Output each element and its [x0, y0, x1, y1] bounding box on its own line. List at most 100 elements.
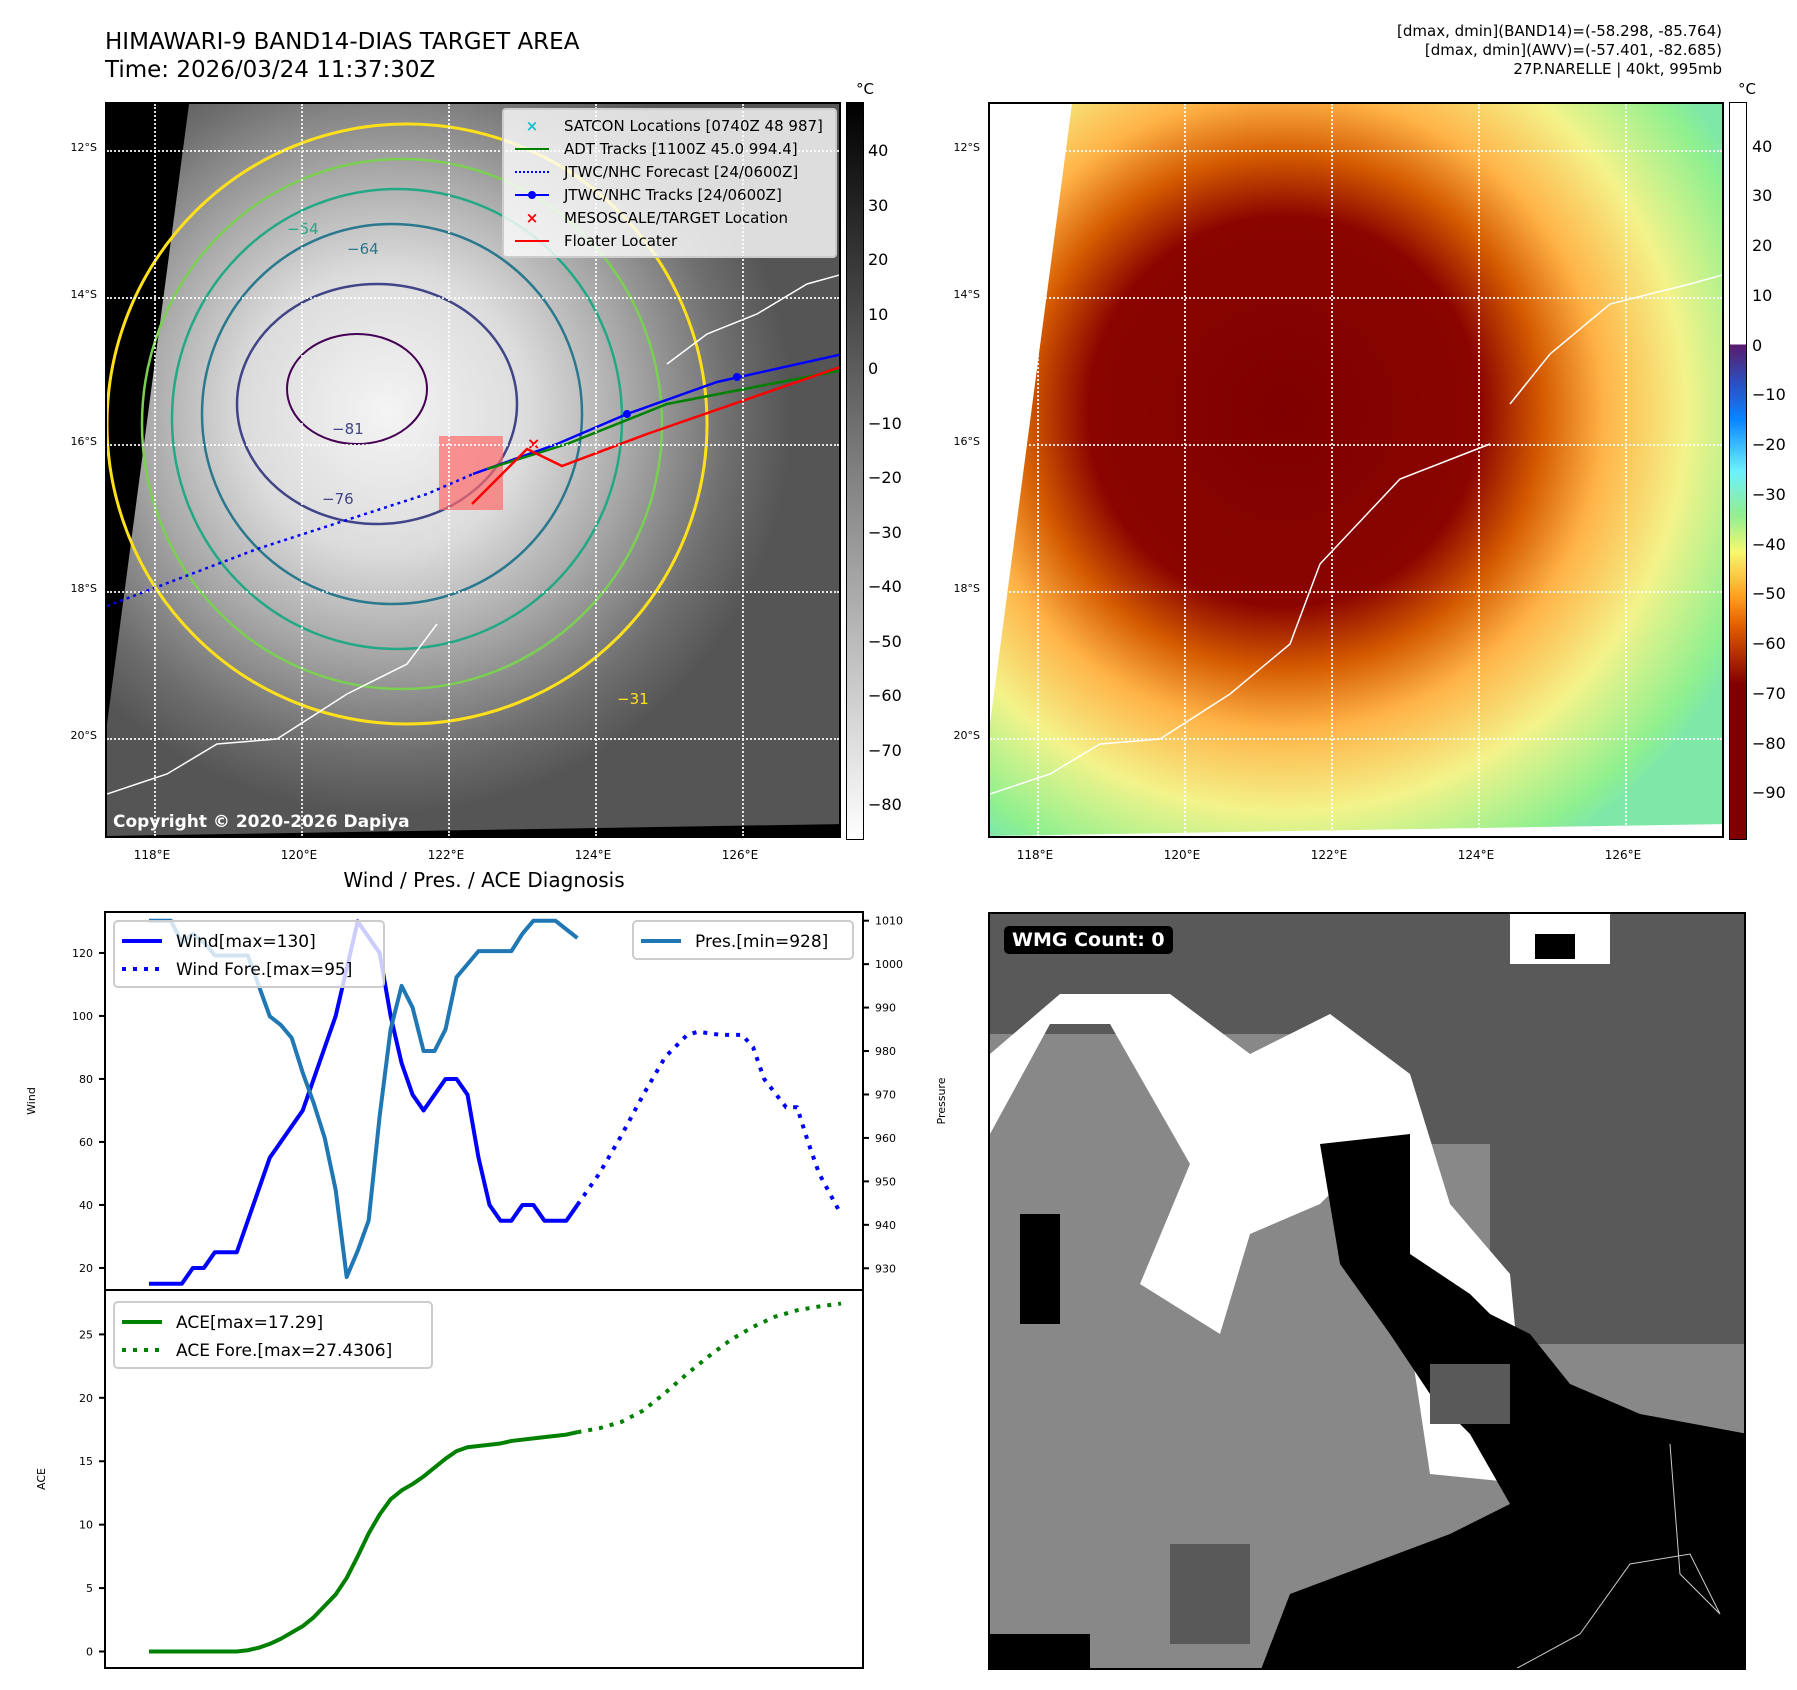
line-dot-icon	[512, 190, 552, 199]
wmg-region	[1535, 934, 1575, 959]
colorbar-tick-label: 10	[1752, 285, 1773, 305]
lon-tick-label: 126°E	[721, 848, 759, 862]
wmg-count-badge: WMG Count: 0	[1004, 926, 1173, 954]
gridline-lat	[990, 444, 1722, 446]
colorbar-tick-label: −50	[1752, 584, 1786, 604]
wind-legend-label: Wind Fore.[max=95]	[176, 960, 352, 980]
coastline	[1509, 274, 1722, 405]
figure-title: HIMAWARI-9 BAND14-DIAS TARGET AREA Time: …	[105, 28, 579, 84]
colorbar-tick-label: −60	[1752, 634, 1786, 654]
gridline-lat	[107, 150, 839, 152]
colorbar-tick-label: −20	[1752, 435, 1786, 455]
awv-range: [dmax, dmin](AWV)=(-57.401, -82.685)	[1424, 41, 1722, 59]
lon-tick-label: 126°E	[1604, 848, 1642, 862]
wind-ytick-label: 80	[79, 1073, 93, 1086]
colorbar-tick-label: 40	[1752, 136, 1773, 156]
awv-imagery	[990, 104, 1722, 836]
ace-ytick-label: 25	[79, 1328, 93, 1341]
ir-satellite-map: × −54 −64 −81 −76 −31 × SATCON Locations …	[105, 102, 841, 838]
pressure-ytick-label: 960	[875, 1132, 896, 1145]
ace-ytick-label: 0	[86, 1646, 93, 1659]
wind-pressure-ace-chart: 2040608010012093094095096097098099010001…	[25, 911, 948, 1669]
x-marker-icon: ×	[525, 116, 539, 135]
gridline-lon	[595, 104, 597, 836]
colorbar-tick-label: −60	[868, 686, 902, 706]
pressure-legend	[632, 920, 854, 960]
ace-ytick-label: 5	[86, 1582, 93, 1595]
colorbar-tick-label: 10	[868, 304, 889, 324]
lat-tick-label: 18°S	[953, 582, 980, 595]
wind-legend-label: Wind[max=130]	[176, 932, 316, 952]
lat-tick-label: 20°S	[953, 729, 980, 742]
colorbar-tick-label: −10	[1752, 385, 1786, 405]
awv-colorbar	[1729, 102, 1747, 840]
pressure-axis-label: Pressure	[935, 1077, 948, 1124]
ace-legend-label: ACE[max=17.29]	[176, 1313, 323, 1333]
wmg-region	[1020, 1214, 1060, 1324]
awv-colorbar-unit: °C	[1738, 80, 1756, 98]
ace-legend	[113, 1301, 433, 1369]
gridline-lat	[990, 738, 1722, 740]
gridline-lat	[990, 591, 1722, 593]
wmg-imagery	[990, 914, 1744, 1668]
colorbar-tick-label: 0	[1752, 335, 1763, 355]
awv-map	[988, 102, 1724, 838]
gridline-lat	[107, 297, 839, 299]
colorbar-tick-label: −40	[1752, 534, 1786, 554]
wind-forecast-series	[575, 1029, 843, 1216]
gridline-lon	[1625, 104, 1627, 836]
contour-label: −81	[332, 420, 364, 438]
colorbar-tick-label: −40	[868, 577, 902, 597]
gridline-lat	[107, 591, 839, 593]
lat-tick-label: 12°S	[70, 141, 97, 154]
gridline-lat	[107, 738, 839, 740]
wmg-region	[1490, 1144, 1744, 1344]
colorbar-tick-label: 0	[868, 359, 879, 379]
gridline-lat	[990, 150, 1722, 152]
legend-item-mesoscale: × MESOSCALE/TARGET Location	[512, 206, 827, 229]
storm-name-intensity: 27P.NARELLE | 40kt, 995mb	[1513, 60, 1722, 78]
jtwc-track-point	[733, 373, 741, 381]
ace-series	[148, 1430, 578, 1654]
wmg-map: WMG Count: 0	[988, 912, 1746, 1670]
pressure-ytick-label: 980	[875, 1045, 896, 1058]
colorbar-tick-label: 40	[868, 141, 889, 161]
awv-swath	[990, 104, 1722, 836]
colorbar-tick-label: −80	[1752, 733, 1786, 753]
coastline	[1516, 1443, 1721, 1668]
contour-minus64	[200, 222, 584, 606]
lon-tick-label: 120°E	[280, 848, 318, 862]
lon-tick-label: 118°E	[1016, 848, 1054, 862]
lon-tick-label: 118°E	[133, 848, 171, 862]
wind-ytick-label: 120	[72, 947, 93, 960]
pressure-ytick-label: 940	[875, 1219, 896, 1232]
contour-minus40	[140, 157, 664, 691]
legend-item-satcon: × SATCON Locations [0740Z 48 987]	[512, 114, 827, 137]
lat-tick-label: 20°S	[70, 729, 97, 742]
colorbar-tick-label: −70	[1752, 683, 1786, 703]
ir-legend: × SATCON Locations [0740Z 48 987] ADT Tra…	[502, 108, 837, 258]
lat-tick-label: 14°S	[953, 288, 980, 301]
lat-tick-label: 14°S	[70, 288, 97, 301]
copyright: Copyright © 2020-2026 Dapiya	[113, 812, 410, 832]
wmg-region	[990, 1634, 1090, 1668]
contour-minus31	[107, 122, 709, 726]
lat-tick-label: 16°S	[70, 435, 97, 448]
legend-item-jtwc-tracks: JTWC/NHC Tracks [24/0600Z]	[512, 183, 827, 206]
pressure-ytick-label: 1000	[875, 958, 903, 971]
ace-legend-label: ACE Fore.[max=27.4306]	[176, 1341, 392, 1361]
lon-tick-label: 122°E	[1310, 848, 1348, 862]
wind-ytick-label: 20	[79, 1262, 93, 1275]
gridline-lon	[301, 104, 303, 836]
gridline-lon	[1184, 104, 1186, 836]
ace-axis-label: ACE	[35, 1468, 48, 1490]
pressure-ytick-label: 990	[875, 1002, 896, 1015]
legend-item-floater: Floater Locater	[512, 229, 827, 252]
gridline-lon	[154, 104, 156, 836]
colorbar-tick-label: 20	[868, 250, 889, 270]
lat-tick-label: 18°S	[70, 582, 97, 595]
colorbar-tick-label: −30	[868, 522, 902, 542]
gridline-lon	[448, 104, 450, 836]
colorbar-tick-label: −90	[1752, 783, 1786, 803]
title-time: Time: 2026/03/24 11:37:30Z	[105, 57, 436, 83]
